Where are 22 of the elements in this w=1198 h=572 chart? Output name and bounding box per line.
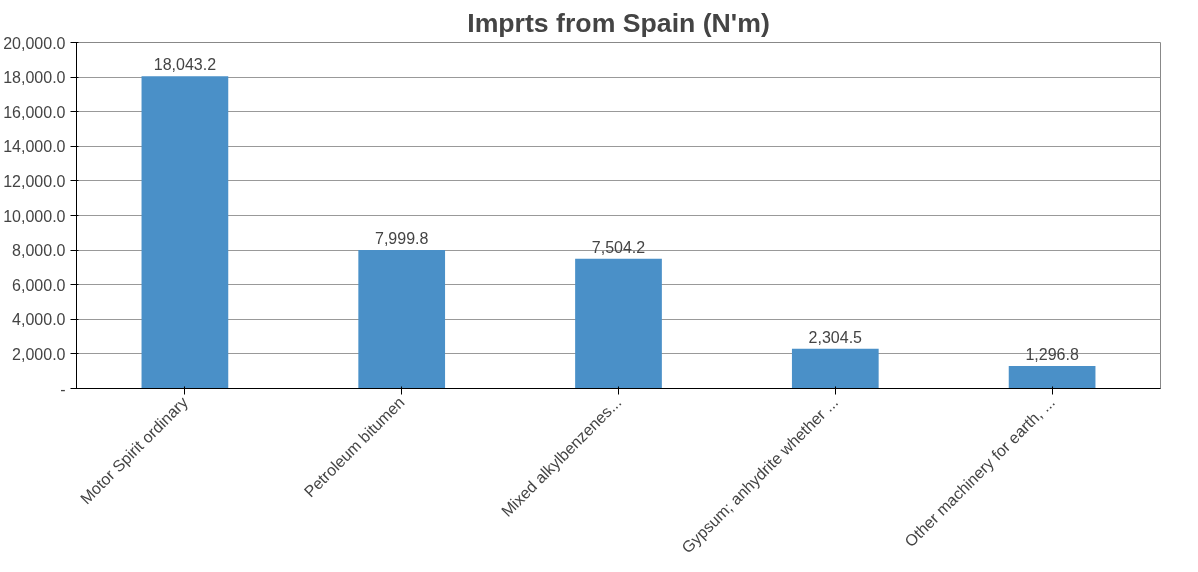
y-tick-label: 18,000.0 bbox=[3, 69, 66, 87]
bar bbox=[575, 258, 662, 389]
y-tick-label: 20,000.0 bbox=[3, 34, 66, 52]
y-tick-label: - bbox=[60, 380, 66, 398]
data-label: 7,999.8 bbox=[375, 230, 429, 248]
y-tick-label: 16,000.0 bbox=[3, 103, 66, 121]
bar bbox=[141, 76, 229, 389]
y-tick-label: 12,000.0 bbox=[3, 172, 66, 190]
bar bbox=[1008, 366, 1096, 389]
bar bbox=[791, 348, 879, 389]
y-tick-label: 2,000.0 bbox=[12, 345, 66, 363]
data-label: 1,296.8 bbox=[1025, 346, 1079, 364]
chart-title: Imprts from Spain (N'm) bbox=[467, 7, 770, 38]
y-tick-label: 4,000.0 bbox=[12, 311, 66, 329]
y-tick-label: 6,000.0 bbox=[12, 276, 66, 294]
data-label: 7,504.2 bbox=[591, 238, 646, 256]
data-label: 18,043.2 bbox=[153, 56, 217, 74]
bar bbox=[358, 250, 446, 389]
y-tick-label: 14,000.0 bbox=[3, 138, 66, 156]
y-tick-label: 8,000.0 bbox=[12, 242, 66, 260]
y-tick-label: 10,000.0 bbox=[3, 207, 66, 225]
data-label: 2,304.5 bbox=[808, 328, 863, 346]
